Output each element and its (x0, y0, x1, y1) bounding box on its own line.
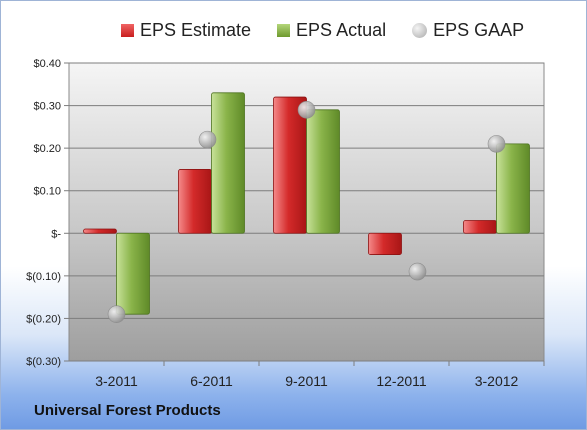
x-tick-label: 12-2011 (376, 373, 427, 389)
point-eps-gaap (487, 135, 506, 153)
bar-eps-actual (306, 109, 340, 234)
point-eps-gaap (107, 305, 126, 323)
legend-item-eps-actual: EPS Actual (277, 20, 386, 41)
x-tick-label: 9-2011 (285, 373, 328, 389)
y-tick-label: $0.30 (33, 101, 61, 113)
legend-label-eps-gaap: EPS GAAP (433, 19, 525, 40)
point-eps-gaap (408, 262, 427, 281)
legend-swatch-eps-estimate (121, 23, 134, 37)
y-tick-label: $- (51, 228, 61, 240)
legend-label-eps-actual: EPS Actual (296, 19, 387, 40)
chart-legend: EPS Estimate EPS Actual EPS GAAP (121, 16, 524, 44)
x-tick-label: 3-2011 (95, 373, 138, 389)
point-eps-gaap (198, 130, 217, 149)
y-tick-label: $(0.20) (26, 313, 61, 325)
y-tick-label: $0.40 (33, 58, 61, 70)
company-title: Universal Forest Products (34, 402, 221, 419)
bar-eps-actual (496, 143, 530, 234)
bar-eps-actual (211, 92, 245, 234)
bar-eps-estimate (83, 228, 117, 234)
bar-eps-estimate (368, 232, 402, 255)
y-tick-label: $(0.30) (26, 356, 61, 368)
point-eps-gaap (297, 101, 316, 119)
x-tick-label: 3-2012 (475, 373, 519, 389)
bar-eps-actual (116, 232, 150, 315)
y-tick-label: $0.10 (33, 186, 61, 198)
legend-item-eps-gaap: EPS GAAP (412, 20, 524, 41)
y-tick-label: $(0.10) (26, 271, 61, 283)
y-tick-label: $0.20 (33, 143, 61, 155)
bar-eps-estimate (178, 169, 212, 234)
legend-swatch-eps-gaap (412, 22, 428, 38)
x-tick-label: 6-2011 (190, 373, 233, 389)
bar-eps-estimate (273, 96, 307, 234)
bar-eps-estimate (463, 220, 497, 234)
legend-swatch-eps-actual (277, 23, 291, 37)
legend-item-eps-estimate: EPS Estimate (121, 20, 251, 41)
legend-label-eps-estimate: EPS Estimate (140, 19, 252, 40)
